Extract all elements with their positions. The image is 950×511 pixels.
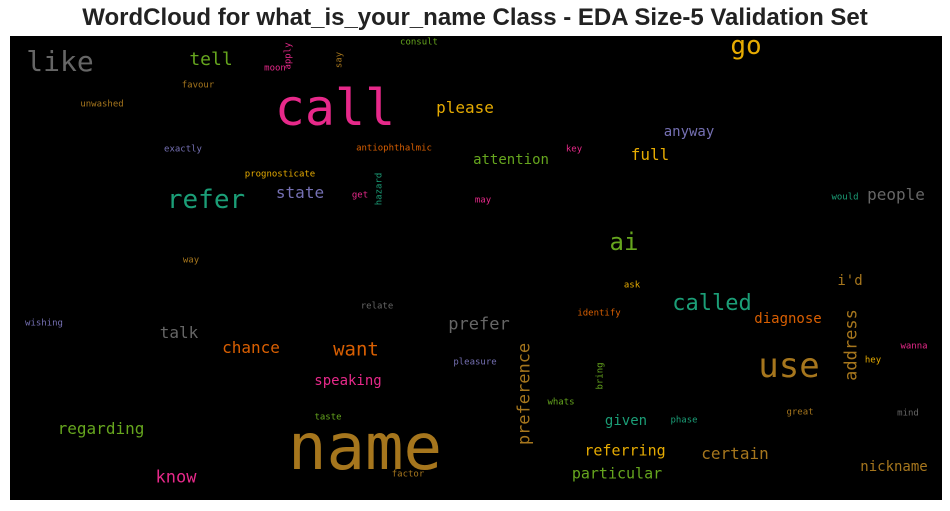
- word-would: would: [831, 192, 859, 203]
- chart-title: WordCloud for what_is_your_name Class - …: [82, 4, 868, 31]
- word-address: address: [841, 309, 862, 381]
- word-may: may: [474, 195, 492, 206]
- word-use: use: [758, 346, 820, 386]
- word-mind: mind: [897, 408, 919, 419]
- word-state: state: [275, 183, 325, 202]
- word-say: say: [334, 51, 345, 69]
- word-way: way: [182, 255, 200, 266]
- word-nickname: nickname: [860, 459, 928, 475]
- word-diagnose: diagnose: [754, 311, 822, 327]
- word-i-d: i'd: [837, 273, 863, 289]
- word-ai: ai: [609, 228, 639, 256]
- word-want: want: [333, 338, 379, 361]
- word-tell: tell: [189, 49, 233, 70]
- word-attention: attention: [473, 152, 549, 168]
- word-taste: taste: [314, 412, 342, 423]
- word-apply: apply: [283, 42, 294, 70]
- word-anyway: anyway: [663, 124, 715, 140]
- word-pleasure: pleasure: [453, 357, 497, 368]
- word-full: full: [630, 145, 670, 164]
- word-favour: favour: [181, 80, 215, 91]
- word-refer: refer: [166, 185, 246, 215]
- word-go: go: [730, 36, 762, 61]
- word-moon: moon: [264, 63, 286, 74]
- word-consult: consult: [400, 37, 438, 48]
- word-talk: talk: [159, 323, 199, 342]
- word-like: like: [26, 45, 94, 78]
- word-exactly: exactly: [164, 144, 202, 155]
- word-name: name: [287, 411, 443, 485]
- word-please: please: [436, 98, 494, 117]
- word-referring: referring: [584, 441, 666, 460]
- word-hazard: hazard: [374, 172, 385, 206]
- word-certain: certain: [701, 444, 769, 463]
- word-whats: whats: [547, 397, 575, 408]
- word-prognosticate: prognosticate: [244, 169, 316, 180]
- word-given: given: [604, 413, 648, 429]
- word-wishing: wishing: [25, 318, 63, 329]
- word-particular: particular: [571, 464, 663, 483]
- word-identify: identify: [577, 308, 621, 319]
- word-get: get: [351, 190, 369, 201]
- word-bring: bring: [595, 362, 606, 390]
- word-key: key: [565, 144, 583, 155]
- wordcloud-canvas: name call use go like refer ai called want prefer…: [10, 36, 942, 500]
- word-factor: factor: [391, 469, 425, 480]
- word-hey: hey: [864, 355, 882, 366]
- word-people: people: [867, 185, 925, 204]
- word-ask: ask: [623, 280, 641, 291]
- word-preference: preference: [514, 342, 535, 446]
- word-regarding: regarding: [57, 419, 145, 438]
- word-know: know: [155, 467, 197, 488]
- word-great: great: [786, 407, 814, 418]
- word-wanna: wanna: [900, 341, 928, 352]
- word-speaking: speaking: [314, 373, 382, 389]
- word-prefer: prefer: [448, 314, 510, 335]
- word-phase: phase: [670, 415, 698, 426]
- word-unwashed: unwashed: [80, 99, 124, 110]
- word-called: called: [672, 291, 752, 316]
- word-chance: chance: [222, 338, 280, 357]
- word-relate: relate: [360, 301, 394, 312]
- word-antiophthalmic: antiophthalmic: [356, 143, 432, 154]
- word-call: call: [274, 79, 396, 137]
